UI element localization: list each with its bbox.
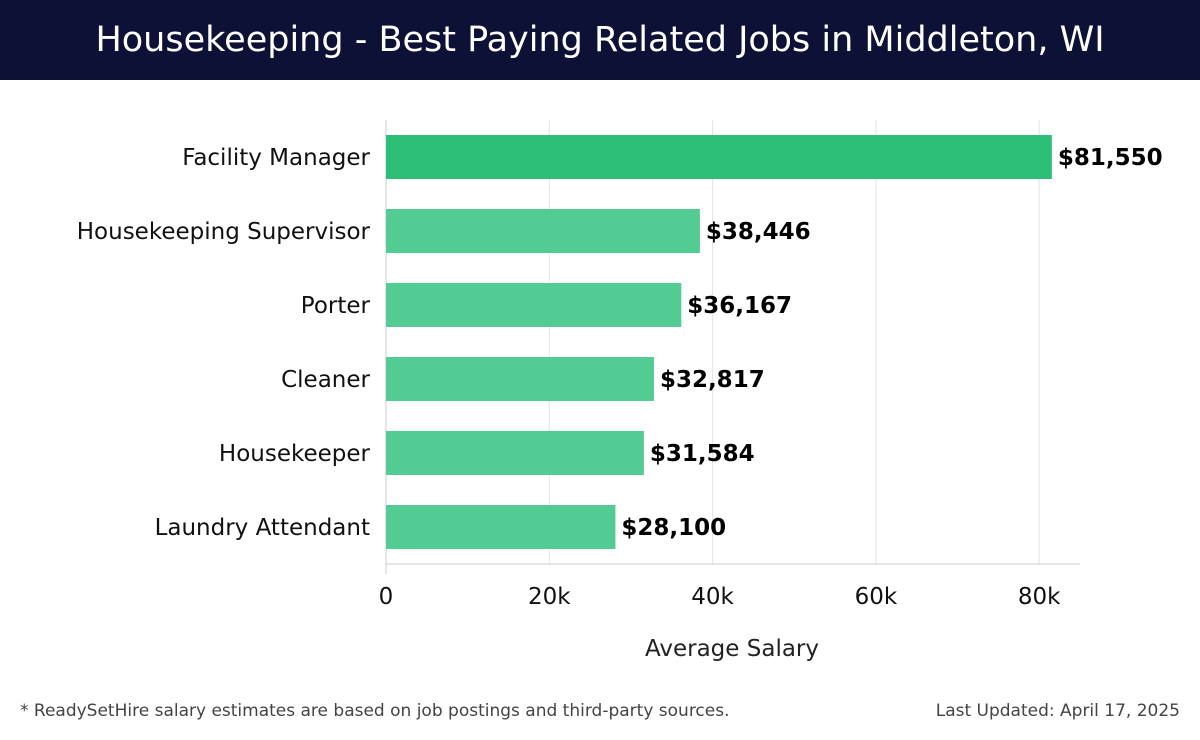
category-label: Porter: [301, 293, 371, 319]
chart-header: Housekeeping - Best Paying Related Jobs …: [0, 0, 1200, 80]
x-axis-label: Average Salary: [645, 636, 819, 662]
x-tick-label: 20k: [528, 584, 571, 610]
x-tick-label: 80k: [1018, 584, 1061, 610]
category-label: Cleaner: [281, 367, 370, 393]
x-axis-ticks: 0 20k 40k 60k 80k: [379, 584, 1061, 610]
chart-title: Housekeeping - Best Paying Related Jobs …: [95, 20, 1105, 60]
bars: [386, 135, 1052, 549]
category-label: Housekeeper: [219, 441, 371, 467]
category-label: Housekeeping Supervisor: [77, 219, 371, 245]
x-tick-label: 60k: [855, 584, 898, 610]
x-tick-label: 40k: [691, 584, 734, 610]
bar: [386, 357, 654, 401]
bar: [386, 135, 1052, 179]
value-label: $81,550: [1058, 145, 1163, 171]
category-label: Facility Manager: [182, 145, 370, 171]
bar-chart: Facility Manager Housekeeping Supervisor P…: [77, 120, 1163, 662]
grid-lines: [385, 120, 1080, 574]
value-label: $38,446: [706, 219, 811, 245]
bar: [386, 505, 616, 549]
value-labels: $81,550 $38,446 $36,167 $32,817 $31,584 $28,1…: [621, 145, 1162, 541]
bar: [386, 209, 700, 253]
value-label: $32,817: [660, 367, 765, 393]
x-tick-label: 0: [379, 584, 394, 610]
bar: [386, 431, 644, 475]
bar: [386, 283, 682, 327]
value-label: $36,167: [687, 293, 792, 319]
category-label: Laundry Attendant: [155, 515, 370, 541]
value-label: $28,100: [621, 515, 726, 541]
footer-note: * ReadySetHire salary estimates are base…: [20, 701, 730, 721]
value-label: $31,584: [650, 441, 755, 467]
last-updated: Last Updated: April 17, 2025: [935, 701, 1180, 721]
category-labels: Facility Manager Housekeeping Supervisor P…: [77, 145, 371, 541]
